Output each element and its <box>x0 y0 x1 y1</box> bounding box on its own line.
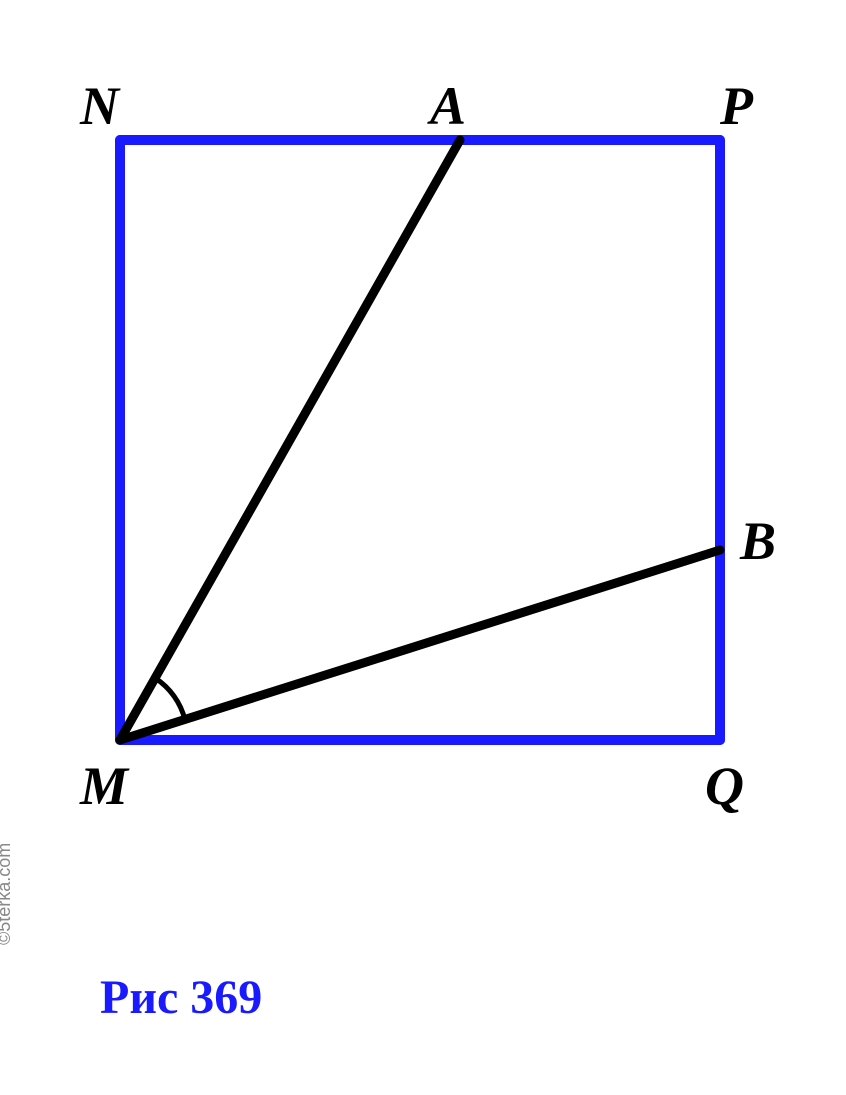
label-B: B <box>740 510 776 572</box>
geometry-diagram: N A P B Q M <box>60 50 780 950</box>
label-Q: Q <box>705 755 744 817</box>
angle-arc-M <box>155 678 185 720</box>
label-N: N <box>80 75 119 137</box>
diagram-svg <box>60 50 780 950</box>
caption-number: 369 <box>190 971 262 1024</box>
label-A: A <box>430 75 466 137</box>
figure-caption: Рис 369 <box>100 970 262 1025</box>
watermark: ©5terka.com <box>0 843 15 945</box>
caption-prefix: Рис <box>100 971 190 1024</box>
label-P: P <box>720 75 753 137</box>
label-M: M <box>80 755 128 817</box>
